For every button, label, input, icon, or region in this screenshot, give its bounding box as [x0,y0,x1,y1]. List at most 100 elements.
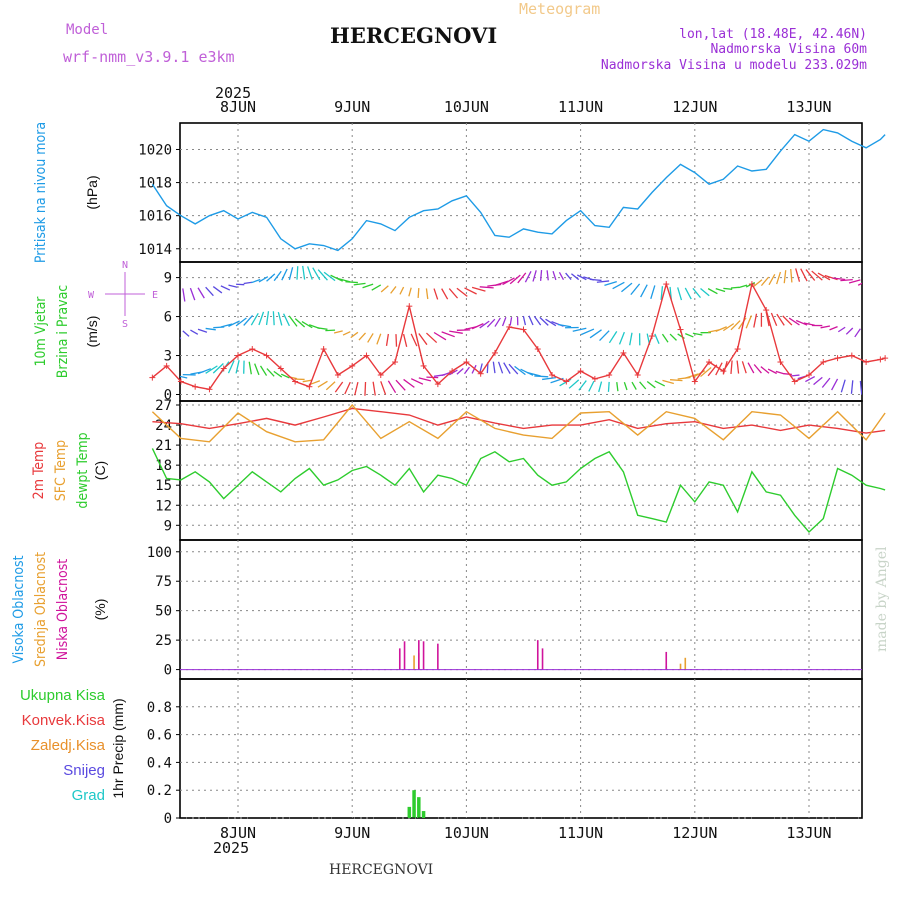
y-tick-label: 1014 [138,242,172,258]
wind-vector [395,379,406,391]
wind-vector [654,380,666,387]
bar-ukupna-kisa [407,806,412,818]
wind-vector [534,375,549,378]
wind-vector [589,278,602,282]
wind-vector [334,381,344,393]
wind-vector [399,286,405,295]
wind-vector [522,315,527,326]
bar-srednja-oblacnost [413,655,415,670]
y-axis-unit: 1hr Precip (mm) [110,698,126,798]
wind-vector [873,330,875,341]
wind-vector [783,270,787,284]
wind-vector [738,284,748,289]
wind-vector [782,315,793,326]
bar-niska-oblacnost [398,648,401,670]
wind-vector [471,364,477,374]
wind-vector [464,287,477,295]
wind-vector [205,327,216,331]
wind-vector [775,370,785,375]
station-title: HERCEGNOVI [330,23,497,48]
y-axis-label: Pritisak na nivou mora [33,122,49,263]
wind-vector [266,368,275,377]
wind-vector [795,268,801,282]
wind-vector [205,286,214,297]
y-tick-label: 0 [164,388,172,404]
wind-vector [456,287,468,297]
y-tick-label: 0.2 [147,783,172,799]
wind-vector [572,327,587,332]
wind-vector [788,317,800,326]
wind-vector [753,313,758,328]
wind-vector [288,315,298,327]
wind-vector [418,333,428,346]
line-dewpt-temp [151,448,886,534]
wind-vector [559,378,572,387]
wind-vector [448,369,458,376]
wind-vector [302,379,313,383]
wind-vector [212,362,224,374]
bar-srednja-oblacnost [679,663,682,670]
wind-vector [380,285,389,293]
wind-vector [509,317,513,326]
wind-vector [408,287,412,297]
wind-vector [266,273,276,282]
wind-vector [654,333,660,345]
wind-vector [669,333,677,341]
wind-vector [715,287,726,293]
wind-vector [471,323,484,330]
precip-legend-label: Zaledj.Kisa [31,737,106,754]
wind-vector [344,381,351,395]
wind-vector [817,272,831,281]
wind-vector [730,360,733,374]
year-label-bottom: 2025 [213,839,249,857]
wind-vector [660,286,664,301]
wind-vector [273,270,282,282]
day-label-bottom: 12JUN [672,824,717,842]
wind-vector [259,365,268,376]
wind-vector [700,367,712,378]
y-tick-label: 0 [164,811,172,827]
wind-vector [662,379,674,385]
wind-vector [580,328,595,336]
wind-vector [228,320,240,327]
wind-vector [685,373,699,379]
wind-vector [608,331,618,344]
wind-vector [707,288,718,295]
wind-vector [837,326,846,333]
precip-legend-label: Konvek.Kisa [22,712,106,729]
wind-vector [820,325,831,329]
wind-vector [646,380,656,389]
day-label-bottom: 9JUN [334,824,370,842]
y-tick-label: 21 [155,438,172,454]
wind-vector [618,331,625,345]
wind-vector [508,363,519,375]
wind-vector [486,318,496,328]
y-tick-label: 50 [155,604,172,620]
wind-vector [604,280,617,287]
wind-vector [372,381,376,396]
wind-vector [876,382,883,394]
wind-vector [640,284,648,298]
wind-vector [578,380,587,391]
wind-vector [736,360,740,374]
wind-vector [325,381,336,391]
y-tick-label: 1016 [138,209,172,225]
wind-vector [503,362,511,374]
wind-vector [629,332,633,346]
wind-vector [848,279,861,284]
wind-vector [571,273,580,281]
wind-vector [387,380,397,394]
elevation-label: Nadmorska Visina 60m [710,42,867,57]
lonlat-label: lon,lat (18.48E, 42.46N) [679,27,867,42]
y-tick-label: 25 [155,633,172,649]
wind-vector [197,287,205,299]
wind-vector [441,288,449,300]
day-label-bottom: 10JUN [444,824,489,842]
bar-niska-oblacnost [541,648,544,670]
y-axis-label: 10m Vjetar [33,296,49,367]
wind-vector [497,361,504,374]
wind-vector [692,287,701,299]
bar-niska-oblacnost [437,643,439,670]
